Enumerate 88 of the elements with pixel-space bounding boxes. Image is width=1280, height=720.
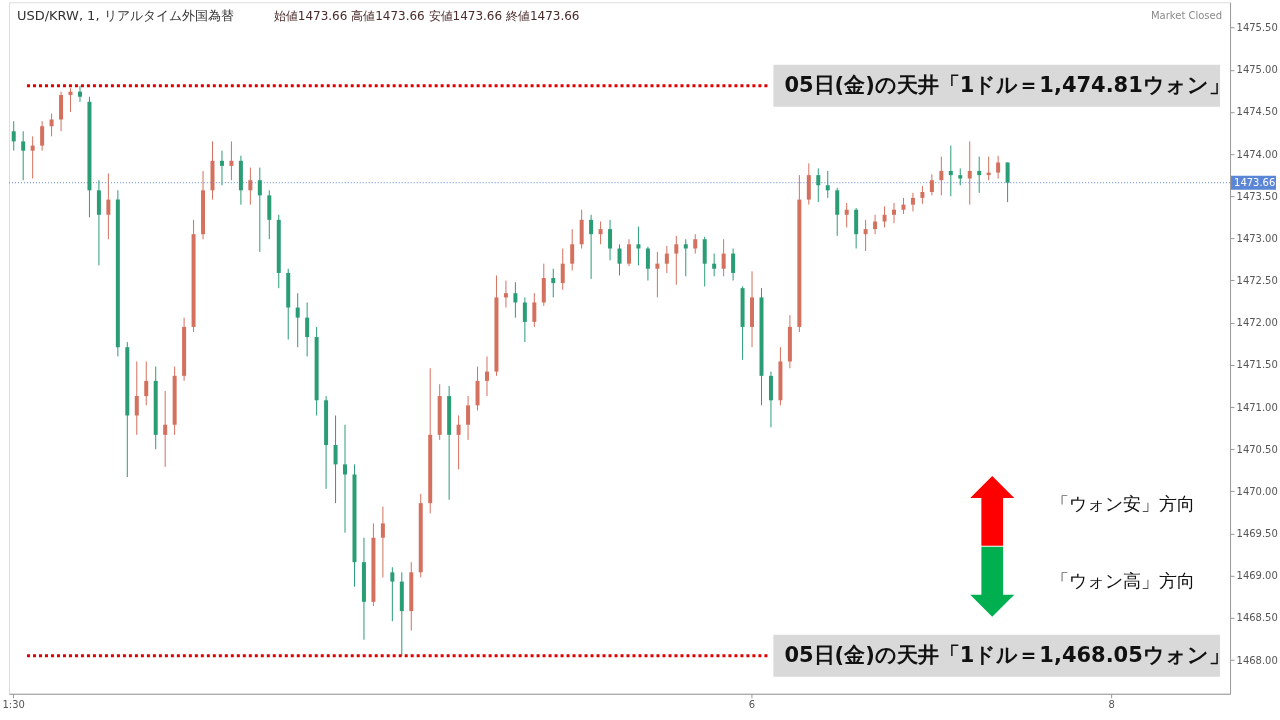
ref-line-label: 05日(金)の天井「1ドル＝1,468.05ウォン」 — [784, 642, 1230, 667]
candlestick — [967, 140, 972, 206]
y-tick-label: 1475.50 — [1236, 22, 1278, 34]
candlestick — [257, 167, 262, 253]
candlestick — [503, 280, 508, 309]
candlestick — [977, 156, 982, 194]
x-tick-label: 1:30 — [2, 699, 25, 711]
candlestick — [30, 135, 35, 180]
candlestick — [731, 248, 736, 282]
candlestick — [844, 202, 849, 228]
candlestick — [882, 205, 887, 228]
x-tick-label: 6 — [748, 699, 756, 711]
candlestick — [40, 120, 45, 152]
candlestick — [598, 221, 603, 245]
candlestick — [608, 219, 613, 261]
annotation: Market Closed — [1151, 10, 1223, 22]
candlestick — [560, 248, 565, 291]
y-tick-label: 1472.00 — [1236, 317, 1278, 329]
candlestick — [49, 113, 54, 137]
candlestick — [163, 390, 168, 468]
candlestick — [390, 566, 395, 622]
candlestick — [134, 361, 139, 436]
candlestick — [229, 140, 234, 181]
candlestick — [645, 246, 650, 282]
candlestick — [295, 292, 300, 348]
y-tick-label: 1468.50 — [1236, 612, 1278, 624]
candlestick — [674, 235, 679, 286]
candlestick — [21, 130, 26, 181]
candlestick — [910, 192, 915, 212]
candlestick — [1005, 161, 1010, 203]
candlestick — [380, 506, 385, 578]
candlestick — [305, 301, 310, 357]
candlestick — [617, 243, 622, 276]
candlestick — [11, 120, 16, 152]
annotation: 「ウォン安」方向 — [1051, 492, 1196, 514]
candlestick — [816, 167, 821, 203]
y-tick-label: 1470.00 — [1236, 485, 1278, 497]
candlestick — [825, 170, 830, 199]
candlestick — [892, 202, 897, 224]
candlestick — [219, 150, 224, 186]
y-tick-label: 1470.50 — [1236, 443, 1278, 455]
candlestick — [532, 292, 537, 328]
x-tick-label: 8 — [1108, 699, 1115, 711]
candlestick — [68, 87, 73, 113]
y-tick-label: 1473.00 — [1236, 232, 1278, 244]
candlestick — [343, 424, 348, 534]
y-tick-label: 1472.50 — [1236, 275, 1278, 287]
y-tick-label: 1475.00 — [1236, 64, 1278, 76]
candlestick — [106, 172, 111, 240]
candlestick — [636, 226, 641, 266]
candlestick — [466, 395, 471, 441]
candlestick — [248, 167, 253, 206]
candlestick — [333, 414, 338, 504]
candlestick — [77, 85, 82, 103]
candlestick — [513, 281, 518, 319]
text: 始値1473.66 高値1473.66 安値1473.66 終値1473.66 — [273, 9, 580, 24]
candlestick — [456, 414, 461, 470]
candlestick — [712, 253, 717, 277]
candlestick — [948, 145, 953, 197]
ref-line-label: 1473.66 — [1234, 176, 1276, 188]
candlestick — [693, 233, 698, 255]
y-tick-label: 1468.00 — [1236, 654, 1278, 666]
candlestick — [873, 214, 878, 235]
candlestick — [683, 238, 688, 277]
y-tick-label: 1474.00 — [1236, 148, 1278, 160]
candlestick — [485, 355, 489, 397]
candlestick — [996, 155, 1001, 180]
y-tick-label: 1474.50 — [1236, 106, 1278, 118]
candlestick — [655, 251, 660, 298]
candlestick — [929, 173, 934, 196]
candlestick — [522, 296, 527, 343]
y-tick-label: 1473.50 — [1236, 190, 1278, 202]
annotation: 「ウォン高」方向 — [1051, 569, 1196, 591]
y-tick-label: 1471.50 — [1236, 359, 1278, 371]
candlestick — [721, 238, 726, 277]
candlestick — [664, 245, 669, 274]
y-tick-label: 1469.50 — [1236, 528, 1278, 540]
y-tick-label: 1471.00 — [1236, 401, 1278, 413]
candlestick — [939, 156, 944, 196]
ref-line-label: 05日(金)の天井「1ドル＝1,474.81ウォン」 — [784, 72, 1230, 97]
candlestick — [144, 361, 149, 406]
candlestick — [570, 228, 575, 271]
candlestick — [551, 268, 556, 298]
candlestick — [863, 219, 868, 252]
y-tick-label: 1469.00 — [1236, 570, 1278, 582]
candlestick — [626, 238, 631, 267]
candlestick — [589, 214, 594, 280]
chart-title: USD/KRW, 1, リアルタイム外国為替 — [16, 8, 234, 24]
